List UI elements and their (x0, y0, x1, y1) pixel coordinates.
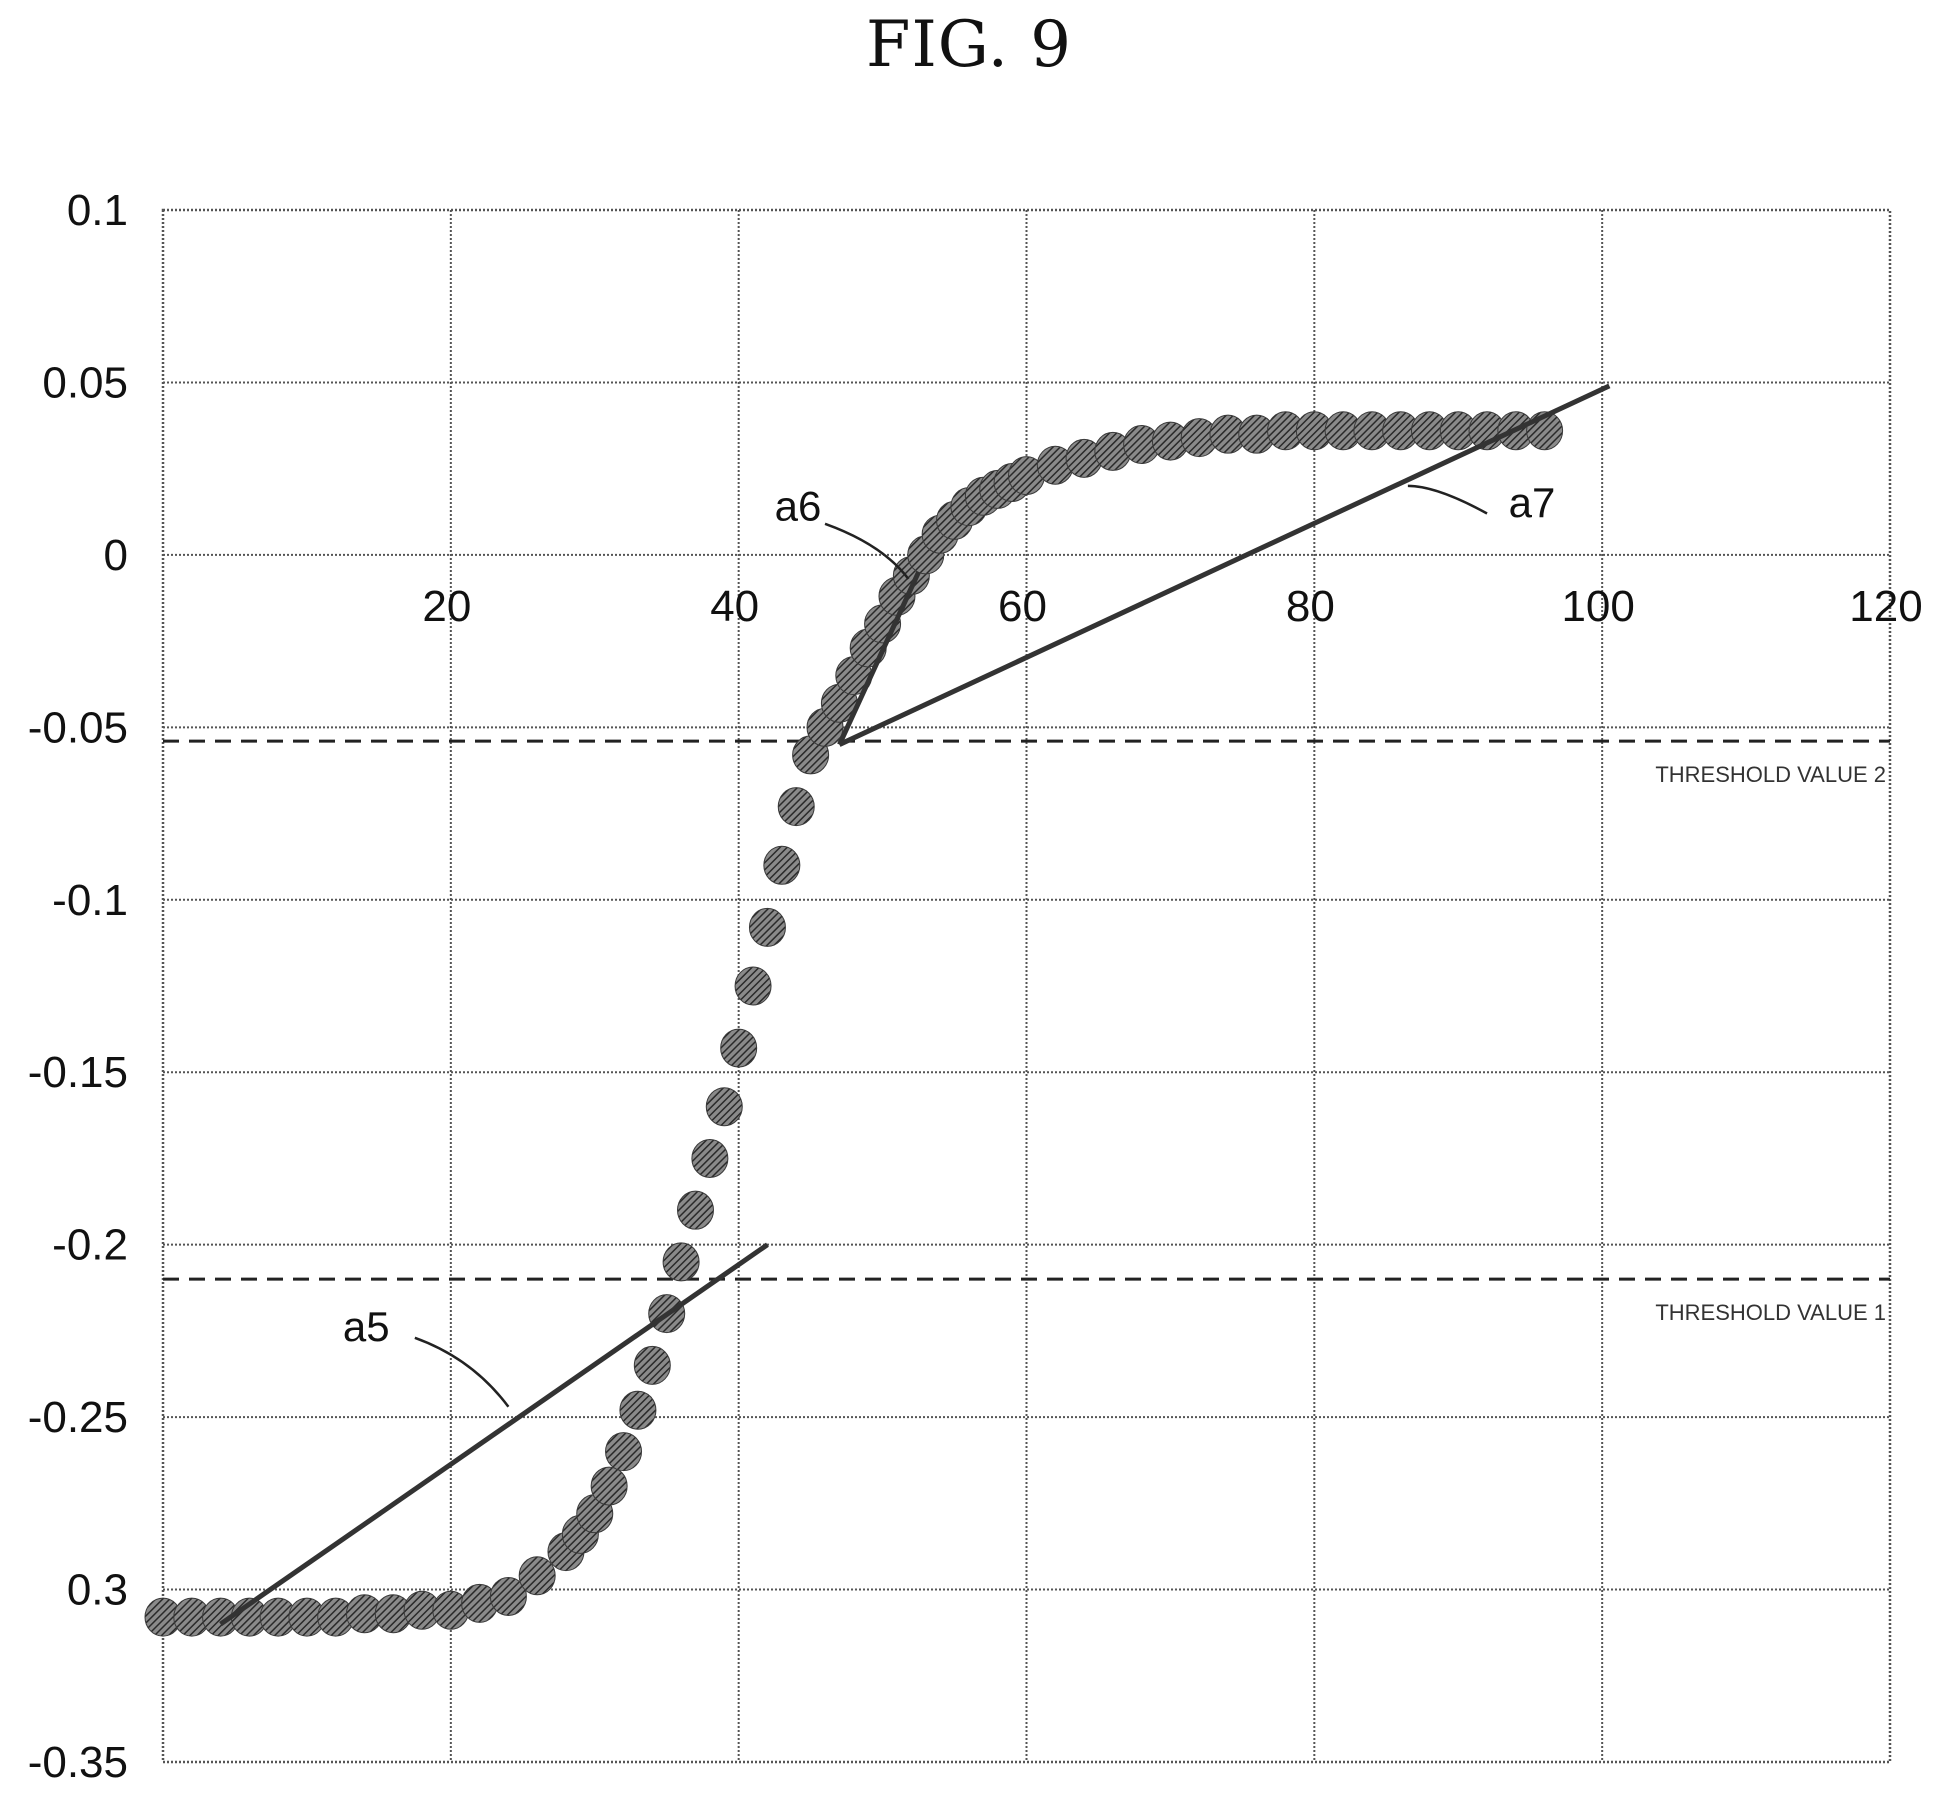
plot-border (161, 208, 1892, 1764)
data-point (777, 787, 815, 827)
data-point (605, 1432, 643, 1472)
data-point (705, 1087, 743, 1127)
x-tick-label: 20 (422, 582, 471, 631)
threshold-label: THRESHOLD VALUE 1 (1655, 1300, 1886, 1325)
threshold-lines: THRESHOLD VALUE 2 THRESHOLD VALUE 1 (163, 739, 1890, 1325)
data-point (676, 1190, 714, 1230)
data-point (590, 1466, 628, 1506)
x-tick-label: 60 (998, 582, 1047, 631)
data-point (720, 1028, 758, 1068)
data-point (763, 845, 801, 885)
data-point (489, 1576, 527, 1616)
annotation-label-a7: a7 (1509, 479, 1556, 526)
threshold-label: THRESHOLD VALUE 2 (1655, 762, 1886, 787)
y-tick-label: 0 (104, 531, 128, 580)
data-point (748, 907, 786, 947)
y-tick-labels: 0.1 0.05 0 -0.05 -0.1 -0.15 -0.2 -0.25 0.3 -0.35 (28, 186, 128, 1787)
y-tick-label: -0.15 (28, 1048, 128, 1097)
annotations: a6 a7 a5 (343, 479, 1556, 1408)
data-series (144, 411, 1564, 1637)
x-tick-labels: 20 40 60 80 100 120 (422, 582, 1922, 631)
x-tick-label: 80 (1286, 582, 1335, 631)
annotation-leader-a6 (824, 522, 910, 580)
fit-lines (219, 383, 1611, 1627)
y-tick-label: 0.05 (42, 358, 128, 407)
data-point (619, 1390, 657, 1430)
y-tick-label: -0.2 (52, 1221, 128, 1270)
fit-line-a7 (838, 383, 1611, 747)
fit-line-a5 (219, 1242, 769, 1627)
y-tick-label: 0.1 (67, 186, 128, 235)
annotation-leader-a7 (1407, 484, 1488, 515)
x-tick-label: 120 (1849, 582, 1922, 631)
x-tick-label: 100 (1561, 582, 1634, 631)
y-tick-label: -0.35 (28, 1738, 128, 1787)
x-tick-label: 40 (710, 582, 759, 631)
y-tick-label: -0.25 (28, 1393, 128, 1442)
annotation-label-a6: a6 (775, 482, 822, 529)
data-point (518, 1556, 556, 1596)
data-point (691, 1138, 729, 1178)
annotation-leader-a5 (414, 1336, 510, 1408)
data-point (662, 1242, 700, 1282)
figure-title: FIG. 9 (866, 8, 1072, 82)
annotation-label-a5: a5 (343, 1303, 390, 1350)
grid (163, 209, 1890, 1763)
y-tick-label: -0.1 (52, 876, 128, 925)
y-tick-label: 0.3 (67, 1566, 128, 1615)
y-tick-label: -0.05 (28, 703, 128, 752)
data-point (633, 1345, 671, 1385)
data-point (734, 966, 772, 1006)
plot-frame (161, 208, 1892, 1764)
fit-line-a6 (837, 571, 921, 746)
